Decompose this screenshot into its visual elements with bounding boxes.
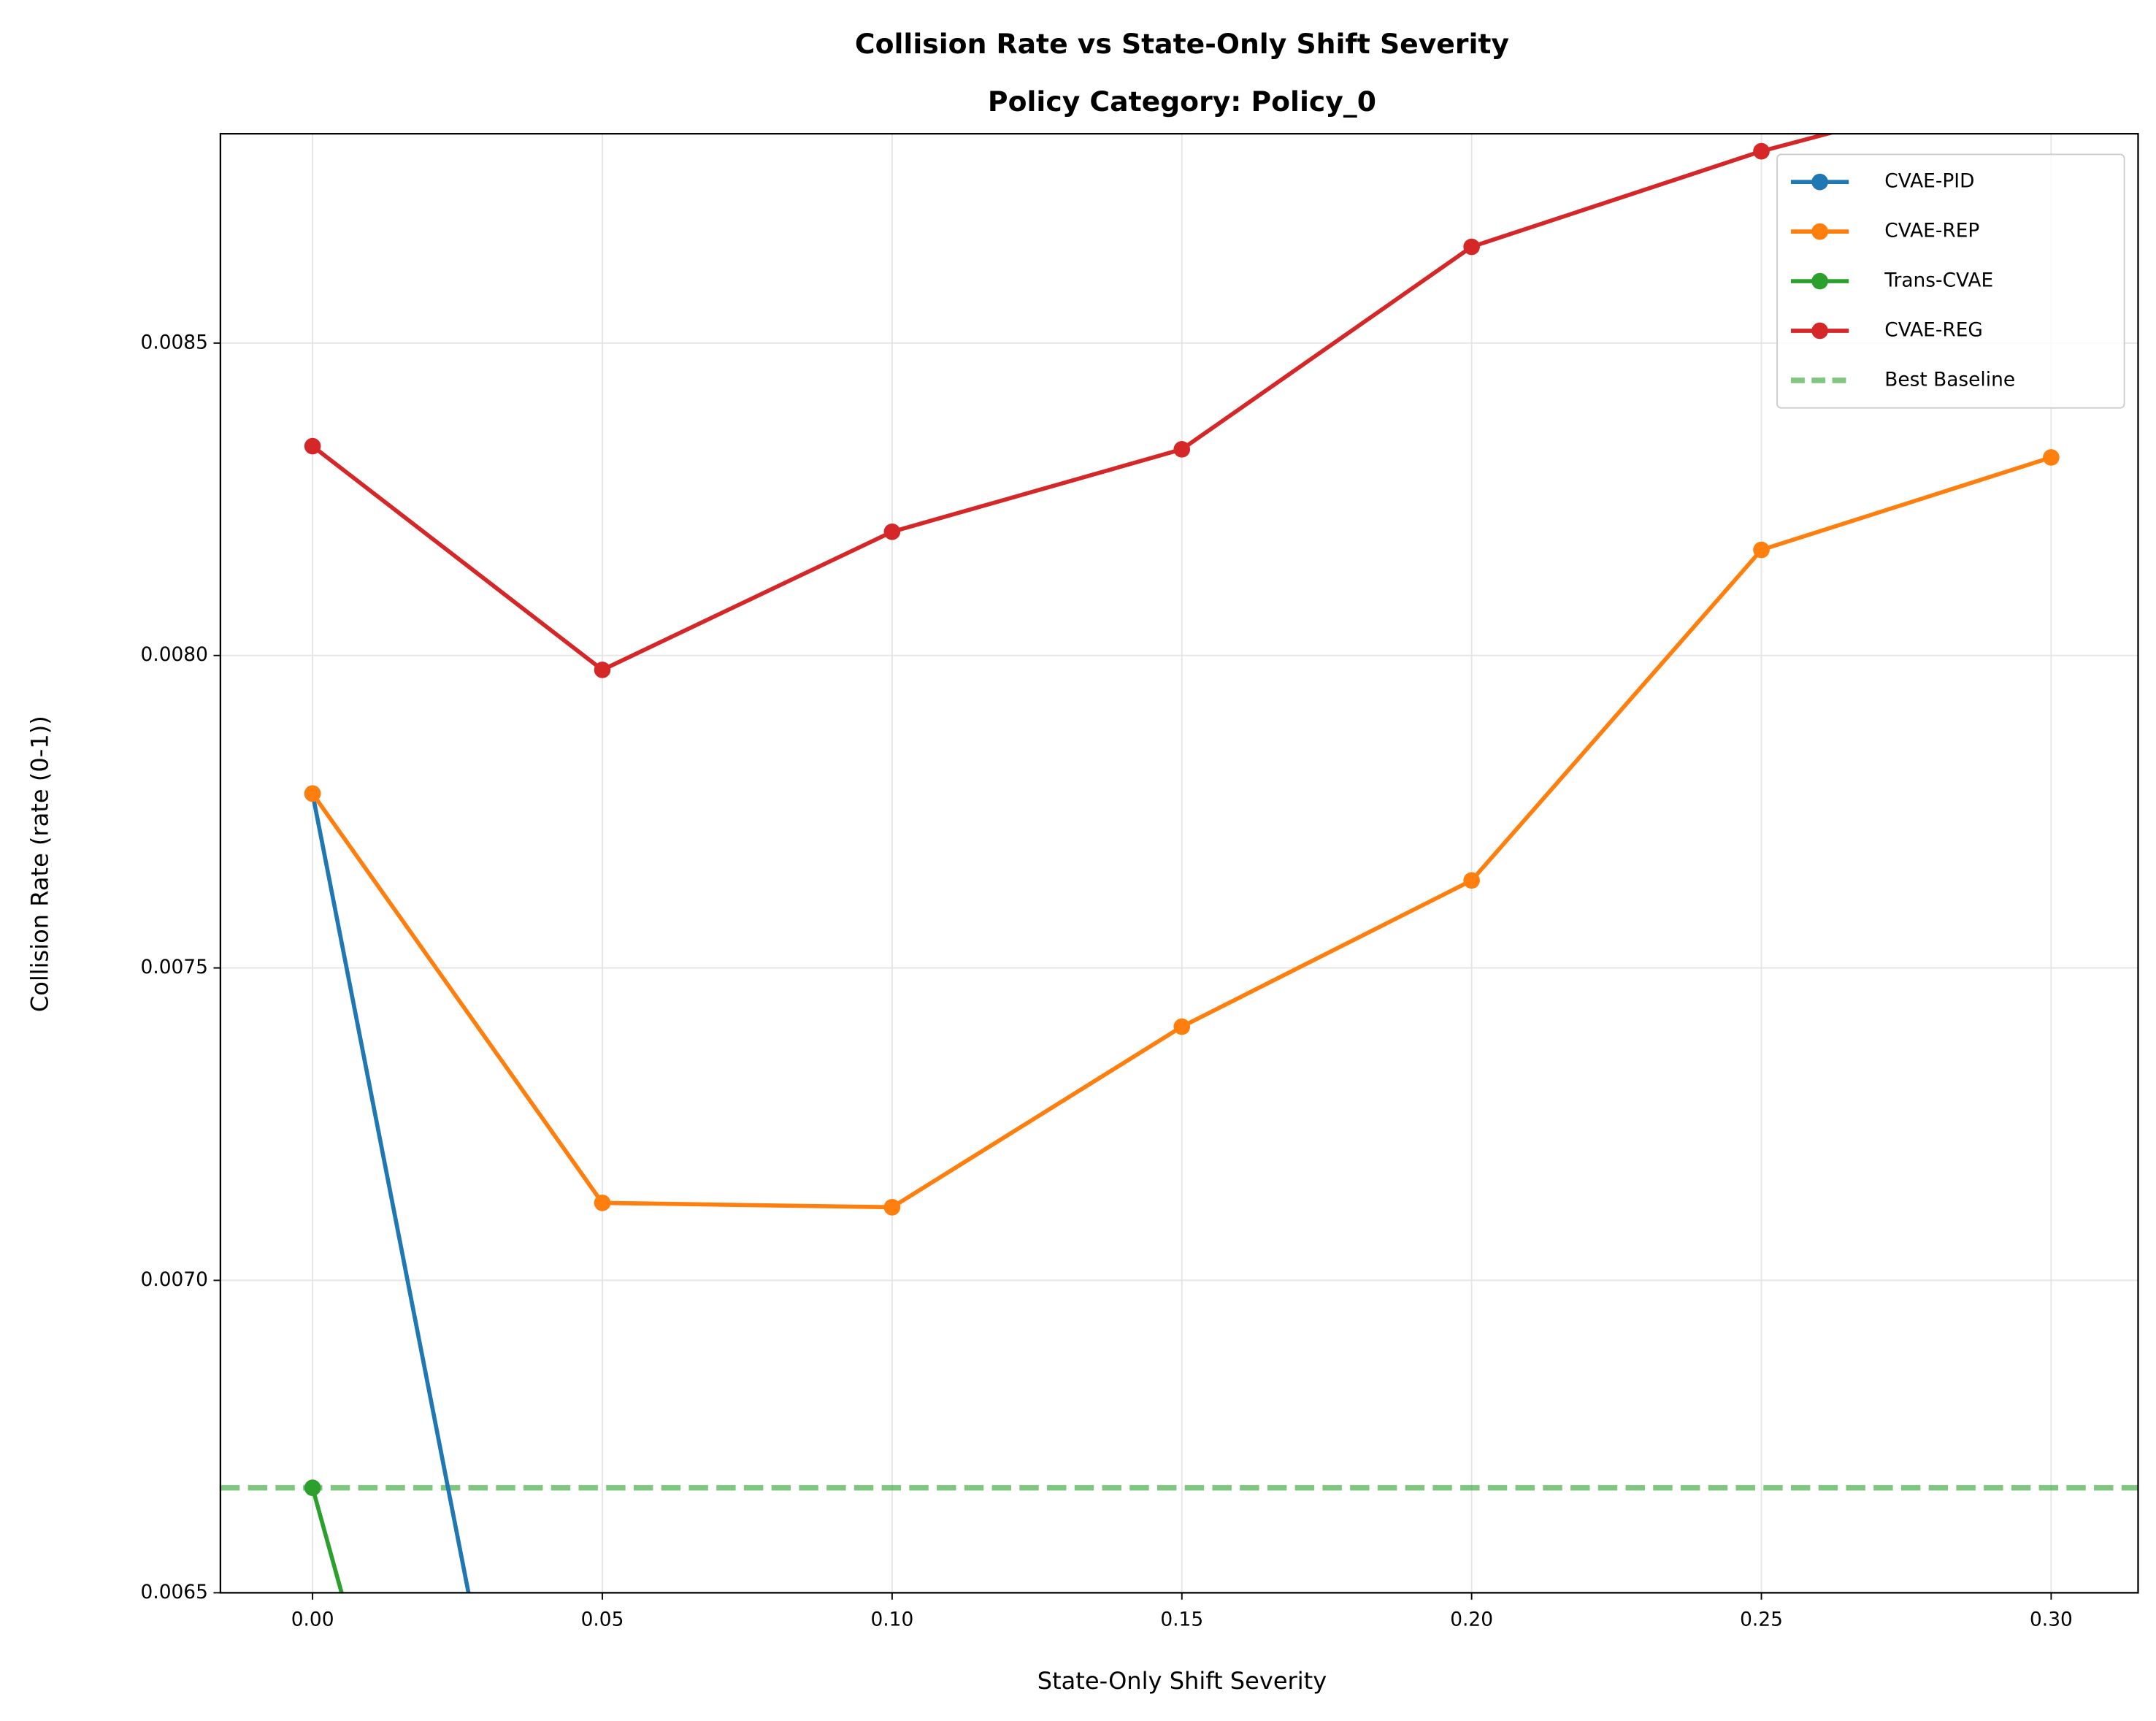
point — [2043, 66, 2060, 83]
point — [1463, 872, 1480, 889]
point — [883, 1199, 901, 1216]
point — [1463, 238, 1480, 256]
series-line — [310, 793, 471, 1593]
legend-label: CVAE-REP — [1884, 220, 1979, 242]
y-tick-label: 0.0070 — [141, 1268, 208, 1291]
point — [594, 1195, 611, 1211]
point — [1173, 1018, 1191, 1035]
point — [304, 437, 321, 455]
point — [594, 662, 611, 678]
chart-subtitle: Policy Category: Policy_0 — [988, 85, 1376, 118]
x-tick-label: 0.00 — [291, 1609, 334, 1631]
chart-title: Collision Rate vs State-Only Shift Sever… — [855, 28, 1509, 60]
legend-marker — [1811, 223, 1828, 240]
point — [883, 523, 901, 540]
y-tick-label: 0.0080 — [141, 643, 208, 666]
x-tick-label: 0.10 — [870, 1609, 913, 1631]
plot-frame — [219, 133, 2139, 1594]
series-line — [310, 1487, 344, 1593]
legend-label: CVAE-REG — [1884, 318, 1983, 341]
y-tick-label: 0.0085 — [141, 331, 208, 353]
legend-label: Trans-CVAE — [1884, 269, 1993, 292]
y-axis-label: Collision Rate (rate (0-1)) — [26, 716, 54, 1012]
x-axis-label: State-Only Shift Severity — [1037, 1667, 1327, 1695]
point — [1753, 142, 1770, 160]
x-tick-label: 0.25 — [1740, 1609, 1783, 1631]
x-tick-label: 0.15 — [1160, 1609, 1203, 1631]
legend-marker — [1811, 322, 1828, 340]
x-tick-label: 0.20 — [1450, 1609, 1493, 1631]
plot-area — [220, 66, 2138, 1593]
legend-marker — [1811, 272, 1828, 290]
point — [304, 785, 321, 802]
legend-marker — [1811, 173, 1828, 191]
point — [304, 1479, 321, 1496]
y-tick-label: 0.0075 — [141, 956, 208, 978]
y-tick-label: 0.0065 — [141, 1581, 208, 1603]
point — [1173, 441, 1191, 458]
x-tick-label: 0.05 — [581, 1609, 624, 1631]
legend-label: Best Baseline — [1884, 368, 2015, 391]
legend-label: CVAE-PID — [1884, 170, 1974, 193]
legend-box — [1776, 153, 2125, 409]
x-tick-label: 0.30 — [2030, 1609, 2073, 1631]
point — [2043, 449, 2060, 466]
point — [1753, 541, 1770, 559]
